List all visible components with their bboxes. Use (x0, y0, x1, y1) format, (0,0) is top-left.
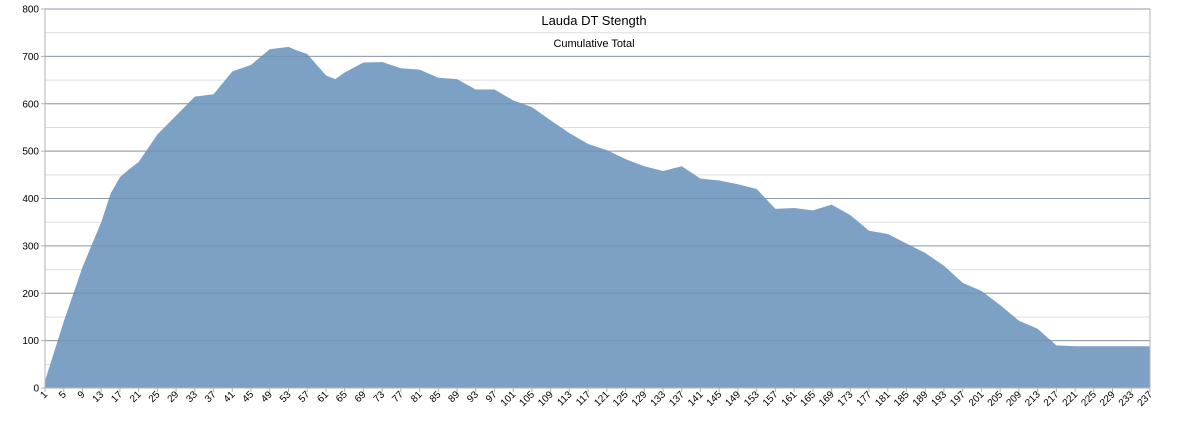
x-tick-label: 97 (484, 389, 500, 405)
x-tick-label: 89 (447, 389, 463, 405)
y-tick-label: 0 (33, 384, 39, 395)
x-tick-label: 237 (1136, 389, 1156, 409)
x-tick-label: 213 (1023, 389, 1043, 409)
x-tick-label: 77 (390, 389, 406, 405)
y-tick-label: 300 (22, 241, 39, 252)
x-tick-label: 221 (1061, 389, 1081, 409)
x-axis-ticks: 1 5 9 13 17 21 25 29 33 37 41 45 49 53 57 61 65 69 73 77 81 8… (38, 388, 1155, 409)
x-tick-label: 153 (742, 389, 762, 409)
x-tick-label: 37 (203, 389, 219, 405)
x-tick-label: 1 (38, 389, 50, 401)
x-tick-label: 229 (1098, 389, 1118, 409)
x-tick-label: 57 (297, 389, 313, 405)
x-tick-label: 61 (315, 389, 331, 405)
x-tick-label: 173 (836, 389, 856, 409)
y-tick-label: 400 (22, 194, 39, 205)
x-tick-label: 197 (948, 389, 968, 409)
x-tick-label: 49 (259, 389, 275, 405)
chart-subtitle: Cumulative Total (553, 38, 634, 50)
x-tick-label: 93 (465, 389, 481, 405)
chart-title: Lauda DT Stength (541, 13, 646, 28)
x-tick-label: 181 (873, 389, 893, 409)
x-tick-label: 133 (649, 389, 669, 409)
y-tick-label: 200 (22, 289, 39, 300)
x-tick-label: 17 (109, 389, 125, 405)
x-tick-label: 137 (667, 389, 687, 409)
x-tick-label: 73 (372, 389, 388, 405)
x-tick-label: 25 (147, 389, 163, 405)
y-axis-ticks: 0 100 200 300 400 500 600 700 800 (22, 5, 45, 395)
x-tick-label: 69 (353, 389, 369, 405)
x-tick-label: 233 (1117, 389, 1137, 409)
x-tick-label: 117 (574, 389, 593, 408)
x-tick-label: 105 (517, 389, 537, 409)
x-tick-label: 189 (911, 389, 931, 409)
x-tick-label: 9 (76, 389, 88, 401)
x-tick-label: 13 (91, 389, 107, 405)
x-tick-label: 21 (128, 389, 144, 405)
y-tick-label: 600 (22, 99, 39, 110)
y-tick-label: 800 (22, 5, 39, 16)
x-tick-label: 29 (166, 389, 182, 405)
x-tick-label: 193 (930, 389, 950, 409)
y-tick-label: 700 (22, 52, 39, 63)
x-tick-label: 33 (184, 389, 200, 405)
y-tick-label: 100 (22, 336, 39, 347)
x-tick-label: 121 (592, 389, 612, 409)
x-tick-label: 225 (1079, 389, 1099, 409)
x-tick-label: 81 (409, 389, 425, 405)
x-tick-label: 177 (855, 389, 875, 409)
x-tick-label: 201 (967, 389, 987, 409)
x-tick-label: 185 (892, 389, 912, 409)
y-tick-label: 500 (22, 147, 39, 158)
x-tick-label: 53 (278, 389, 294, 405)
x-tick-label: 217 (1042, 389, 1062, 409)
x-tick-label: 149 (724, 389, 744, 409)
x-tick-label: 169 (817, 389, 837, 409)
x-tick-label: 41 (222, 389, 238, 405)
x-tick-label: 209 (1004, 389, 1024, 409)
x-tick-label: 109 (536, 389, 556, 409)
series-area (45, 46, 1150, 389)
x-tick-label: 129 (630, 389, 650, 409)
x-tick-label: 157 (761, 389, 781, 409)
x-tick-label: 101 (499, 389, 519, 409)
x-tick-label: 125 (611, 389, 631, 409)
x-tick-label: 5 (57, 389, 69, 401)
x-tick-label: 113 (555, 389, 574, 408)
x-tick-label: 141 (686, 389, 706, 409)
x-tick-label: 165 (798, 389, 818, 409)
x-tick-label: 85 (428, 389, 444, 405)
x-tick-label: 205 (986, 389, 1006, 409)
x-tick-label: 145 (705, 389, 725, 409)
x-tick-label: 65 (334, 389, 350, 405)
x-tick-label: 45 (240, 389, 256, 405)
x-tick-label: 161 (780, 389, 800, 409)
